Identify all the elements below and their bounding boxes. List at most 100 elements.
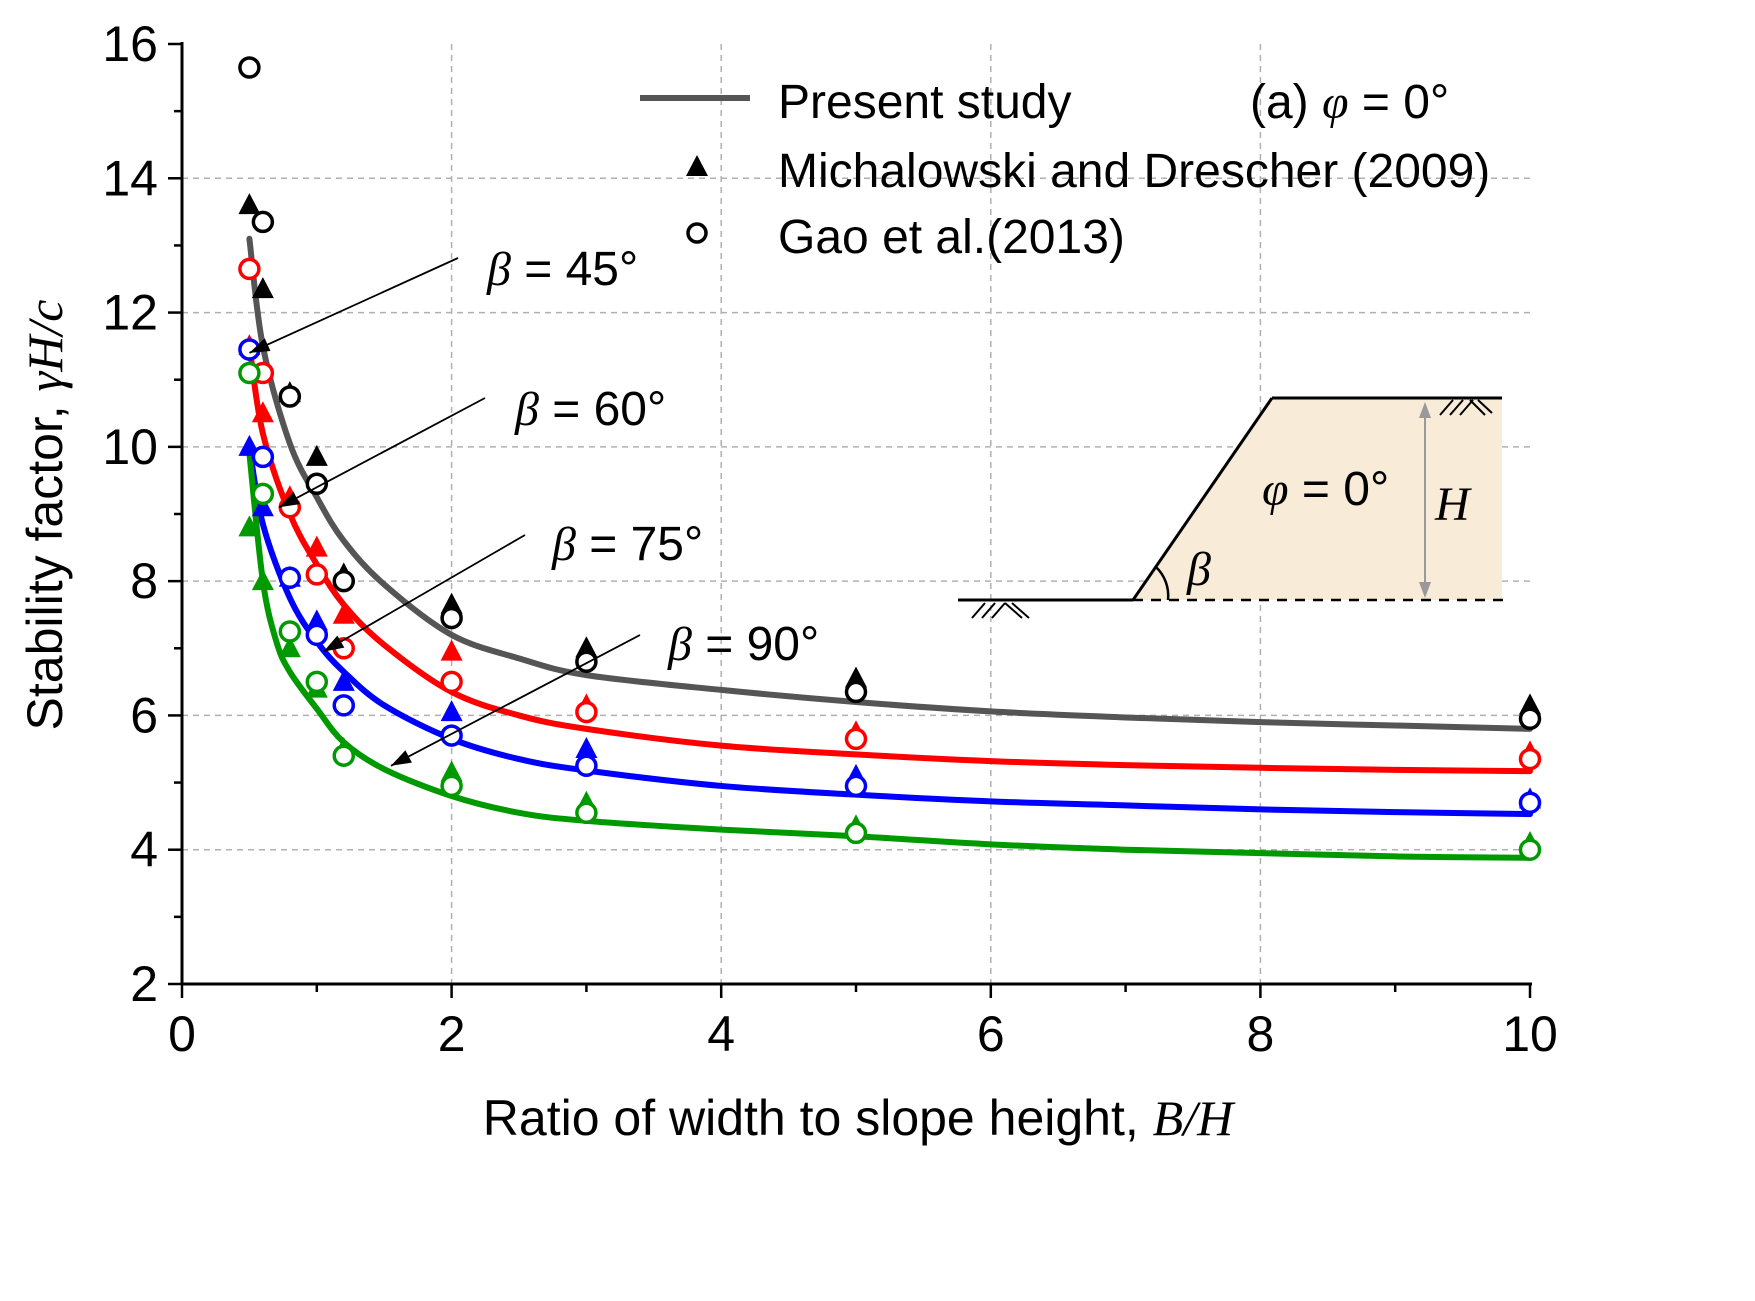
circle-marker-s0-1 [251,210,275,234]
curve-series-0 [246,235,1533,732]
triangle-marker-s1-3 [305,535,328,557]
x-axis-title-main: Ratio of width to slope height, [483,1090,1153,1146]
triangle-marker-s2-4 [332,669,355,691]
triangle-marker-s2-1 [251,495,274,517]
x-tick-label-4: 4 [707,1006,735,1062]
y-tick-label-8: 8 [130,553,158,609]
triangle-marker-s3-0 [238,515,261,537]
panel-title: (a) φ = 0° [1250,76,1449,129]
inset-phi-symbol: φ [1262,463,1289,516]
circle-marker-s0-2 [278,385,302,408]
y-axis-title-ital: γH/c [17,300,73,392]
slope-inset-diagram: φ = 0° H β [958,396,1505,619]
y-tick-label-16: 16 [102,16,158,72]
circle-marker-s3-4 [332,744,356,767]
circle-marker-s3-8 [1518,838,1542,861]
slope-soil-fill [1133,398,1502,600]
circle-marker-s3-3 [305,670,329,694]
circle-marker-s3-6 [575,801,598,825]
y-tick-label-14: 14 [102,150,158,206]
y-tick-label-2: 2 [130,956,158,1012]
legend-michalowski-label: Michalowski and Drescher (2009) [778,145,1490,198]
x-tick-label-10: 10 [1502,1006,1558,1062]
triangle-marker-s0-1 [251,277,274,299]
ground-hatch-crest [1439,399,1493,416]
y-axis-title: Stability factor, γH/c [17,300,73,731]
circle-marker-s1-3 [305,563,329,586]
y-tick-label-12: 12 [102,285,158,341]
beta-75-label: β = 75° [551,518,703,571]
annotation-arrow-head-0 [249,338,271,353]
panel-title-suffix: = 0° [1349,76,1450,129]
beta-60-label: β = 60° [514,383,666,436]
annotation-arrow-line-1 [278,397,486,509]
triangle-marker-s0-0 [238,193,261,215]
inset-height-label: H [1434,478,1472,531]
y-tick-label-10: 10 [102,419,158,475]
circle-marker-s3-7 [844,821,868,845]
x-tick-label-2: 2 [438,1006,466,1062]
circle-marker-s2-4 [332,694,356,717]
annotation-arrow-head-2 [323,635,345,652]
circle-marker-s1-6 [575,700,598,724]
x-tick-label-0: 0 [168,1006,196,1062]
annotation-arrow-head-3 [390,750,412,766]
x-axis-title: Ratio of width to slope height, B/H [483,1090,1236,1146]
legend-present-label: Present study [778,76,1071,129]
triangle-marker-s1-1 [251,401,274,423]
triangle-marker-s3-1 [251,569,274,591]
circle-marker-s1-5 [440,670,463,694]
y-tick-label-6: 6 [130,687,158,743]
circle-marker-s1-0 [238,257,261,281]
circle-marker-s0-6 [575,650,598,673]
legend-circle-marker [686,222,708,244]
circle-marker-s2-1 [251,445,275,469]
circle-marker-s2-6 [575,754,598,778]
circle-marker-s3-5 [440,774,463,798]
annotation-arrow-line-3 [390,634,641,767]
y-tick-label-4: 4 [130,822,158,878]
circle-marker-s0-5 [440,606,463,630]
panel-title-prefix: (a) [1250,76,1322,129]
circle-marker-s2-2 [278,566,302,590]
circle-marker-s3-1 [251,482,275,506]
circle-marker-s1-8 [1518,747,1542,771]
triangle-marker-s1-4 [332,602,355,624]
triangle-marker-s2-5 [440,700,463,722]
circle-marker-s0-7 [844,680,868,704]
circle-marker-s3-2 [278,620,302,643]
beta-annotations: β = 45° β = 60° β = 75° β = 90° [249,243,819,767]
legend-triangle-marker [686,155,708,176]
circle-marker-s0-8 [1518,707,1542,731]
y-axis-title-main: Stability factor, [17,391,73,730]
panel-title-phi: φ [1322,76,1349,129]
inset-phi-value: = 0° [1289,463,1390,516]
triangle-marker-s1-5 [440,639,463,661]
legend: Present study Michalowski and Drescher (… [640,76,1490,264]
x-tick-label-8: 8 [1246,1006,1274,1062]
inset-angle-label: β [1186,543,1211,596]
triangle-marker-s3-2 [278,636,301,658]
circle-marker-s0-3 [305,472,329,496]
triangle-marker-s2-6 [575,737,598,758]
circle-marker-s2-7 [844,774,868,798]
slope-face-line [1131,397,1274,601]
annotation-arrow-line-0 [249,257,459,354]
beta-90-label: β = 90° [667,618,819,671]
x-tick-label-6: 6 [977,1006,1005,1062]
x-axis-title-ital: B/H [1153,1090,1236,1146]
circle-marker-s0-4 [332,569,356,593]
circle-marker-s1-7 [844,727,868,751]
angle-arc [1155,566,1170,601]
ground-hatch-left [971,602,1030,619]
height-arrow-top [1419,402,1431,418]
annotation-arrow-head-1 [279,491,301,508]
svg-text:φ = 0°: φ = 0° [1262,463,1389,516]
circle-marker-s3-0 [238,361,261,385]
circle-marker-s0-0 [238,56,261,79]
beta-45-label: β = 45° [486,243,638,296]
legend-gao-label: Gao et al.(2013) [778,211,1125,264]
circle-marker-s2-5 [440,724,463,747]
